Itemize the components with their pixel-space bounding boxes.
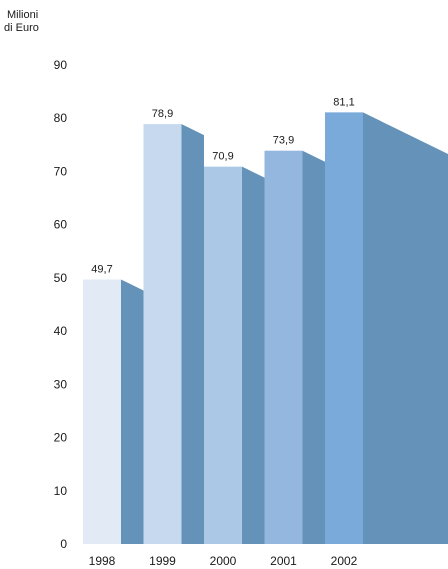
x-tick-label: 2002	[331, 554, 358, 568]
bar-shadow	[242, 166, 265, 544]
x-tick-label: 2000	[210, 554, 237, 568]
y-tick-label: 90	[54, 58, 68, 72]
x-tick-label: 2001	[270, 554, 297, 568]
bar-1999	[143, 124, 182, 545]
bar-1998	[83, 279, 121, 544]
y-tick-label: 70	[54, 164, 68, 178]
y-tick-label: 40	[54, 324, 68, 338]
value-label: 81,1	[333, 96, 354, 108]
bar-shadow	[363, 112, 448, 545]
bars	[83, 112, 363, 545]
value-label: 73,9	[273, 135, 294, 147]
bar-shadow	[302, 150, 325, 544]
x-tick-label: 1998	[89, 554, 116, 568]
bar-shadows	[121, 112, 448, 545]
value-label: 49,7	[91, 263, 112, 275]
value-labels: 49,7 78,9 70,9 73,9 81,1	[91, 96, 354, 275]
y-unit-line-1: Milioni	[7, 9, 38, 21]
y-tick-label: 50	[54, 271, 68, 285]
bar-2002	[325, 112, 363, 545]
x-tick-label: 1999	[149, 554, 176, 568]
y-axis-ticks: 0 10 20 30 40 50 60 70 80 90	[54, 58, 68, 551]
bar-2001	[264, 150, 303, 544]
y-tick-label: 20	[54, 431, 68, 445]
bar-shadow	[181, 124, 204, 545]
y-unit-label: Milioni di Euro	[4, 9, 39, 34]
bar-shadow	[121, 279, 144, 544]
y-tick-label: 30	[54, 377, 68, 391]
y-tick-label: 0	[60, 537, 67, 551]
value-label: 70,9	[212, 151, 233, 163]
y-tick-label: 80	[54, 111, 68, 125]
value-label: 78,9	[152, 108, 173, 120]
bar-2000	[204, 166, 242, 544]
x-axis-ticks: 1998 1999 2000 2001 2002	[89, 554, 358, 568]
y-tick-label: 10	[54, 484, 68, 498]
y-unit-line-2: di Euro	[4, 22, 39, 34]
y-tick-label: 60	[54, 218, 68, 232]
